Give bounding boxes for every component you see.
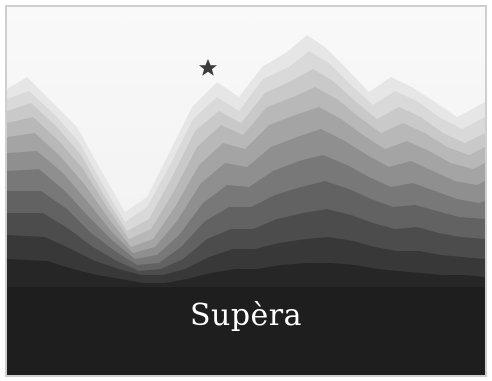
mountain-layers: [7, 7, 485, 375]
artwork-title: Supèra: [189, 298, 303, 333]
star-icon: [199, 59, 217, 76]
artwork-frame: Supèra: [5, 5, 487, 377]
ground-shadow: [7, 287, 485, 375]
